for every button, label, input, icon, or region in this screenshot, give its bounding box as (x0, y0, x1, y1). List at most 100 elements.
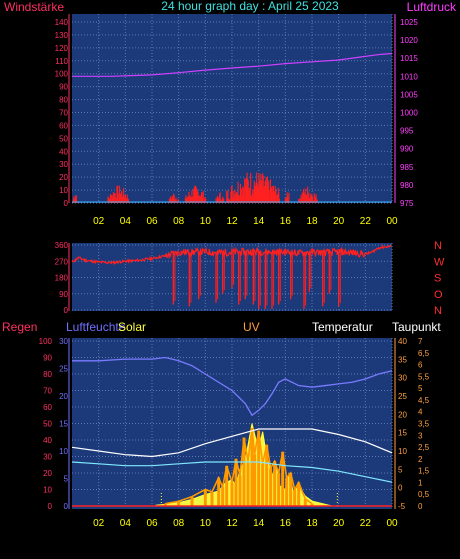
tick-pressure: 980 (400, 181, 414, 190)
tick-time: 18 (306, 216, 318, 227)
tick-time: 22 (360, 216, 372, 227)
tick-uv: 7 (418, 337, 423, 346)
tick-uv: 3 (418, 431, 423, 440)
tick-wind: 20 (59, 173, 68, 182)
tick-temp: 15 (398, 429, 407, 438)
uv-bar (265, 444, 269, 506)
dewpoint-line (71, 461, 393, 483)
uv-bar (277, 473, 281, 506)
tick-temp: 5 (398, 465, 403, 474)
tick-uv: 6 (418, 361, 423, 370)
tick-temp: 35 (398, 355, 407, 364)
uv-bar (257, 430, 261, 506)
tick-uv: 0,5 (418, 490, 430, 499)
tick-humidity: 15 (59, 420, 68, 429)
tick-time: 02 (93, 518, 105, 529)
direction-line (71, 244, 392, 266)
uv-bar (225, 465, 229, 506)
tick-wind: 0 (64, 199, 69, 208)
tick-time: 14 (253, 518, 265, 529)
tick-uv: 4 (418, 408, 423, 417)
page-title: 24 hour graph day : April 25 2023 (161, 0, 339, 13)
tick-rain: 30 (43, 453, 52, 462)
uv-bar (177, 501, 181, 506)
tick-direction: 0 (64, 306, 69, 315)
tick-rain: 50 (43, 420, 52, 429)
tick-humidity: 30 (59, 337, 68, 346)
tick-wind: 10 (59, 186, 68, 195)
uv-bar (163, 503, 167, 506)
uv-bar (234, 458, 238, 506)
tick-direction: 90 (59, 290, 68, 299)
tick-time: 12 (226, 216, 238, 227)
tick-time: 16 (280, 216, 292, 227)
uv-bar (217, 477, 221, 506)
tick-wind: 70 (59, 109, 68, 118)
uv-bar (273, 461, 277, 506)
tick-pressure: 990 (400, 145, 414, 154)
tick-uv: 3,5 (418, 420, 430, 429)
tick-humidity: 5 (64, 475, 69, 484)
tick-pressure: 1020 (400, 36, 418, 45)
uv-bar (261, 463, 265, 506)
tick-uv: 1,5 (418, 467, 430, 476)
humidity-line (72, 356, 393, 417)
uv-bar (221, 487, 225, 506)
tick-compass: W (434, 256, 445, 268)
tick-pressure: 995 (400, 127, 414, 136)
tick-pressure: 1015 (400, 54, 418, 63)
tick-wind: 100 (55, 70, 69, 79)
tick-temp: -5 (398, 502, 406, 511)
uv-bar (310, 503, 314, 506)
tick-temp: 10 (398, 447, 407, 456)
tick-wind: 50 (59, 134, 68, 143)
tick-humidity: 20 (59, 392, 68, 401)
tick-pressure: 1010 (400, 72, 418, 81)
tick-time: 12 (226, 518, 238, 529)
uv-bar (253, 454, 257, 506)
tick-wind: 130 (55, 31, 69, 40)
pressure-line (72, 52, 393, 77)
tick-time: 10 (200, 216, 212, 227)
uv-bar (281, 451, 285, 506)
uv-bar (285, 477, 289, 506)
uv-bar (246, 461, 250, 506)
tick-time: 18 (306, 518, 318, 529)
tick-time: 06 (146, 518, 158, 529)
tick-direction: 270 (55, 257, 69, 266)
label-luftdruck: Luftdruck (407, 0, 457, 14)
tick-rain: 0 (48, 502, 53, 511)
tick-uv: 4,5 (418, 396, 430, 405)
label-uv: UV (243, 320, 260, 334)
tick-wind: 90 (59, 83, 68, 92)
tick-time: 20 (333, 216, 345, 227)
tick-wind: 110 (55, 57, 68, 66)
tick-time: 16 (280, 518, 292, 529)
tick-time: 00 (386, 518, 398, 529)
uv-bar (230, 482, 234, 506)
tick-humidity: 10 (59, 447, 68, 456)
panel-wind-pressure (72, 14, 392, 203)
tick-pressure: 1005 (400, 90, 418, 99)
tick-wind: 120 (55, 44, 69, 53)
tick-wind: 40 (59, 147, 68, 156)
tick-temp: 0 (398, 484, 403, 493)
tick-humidity: 0 (64, 502, 69, 511)
tick-rain: 80 (43, 370, 52, 379)
uv-line (165, 428, 313, 505)
uv-bar (297, 482, 301, 506)
tick-humidity: 25 (59, 365, 68, 374)
tick-temp: 20 (398, 410, 407, 419)
tick-uv: 2 (418, 455, 423, 464)
tick-uv: 1 (418, 478, 423, 487)
uv-bar (293, 489, 297, 506)
uv-bar (303, 498, 307, 506)
label-luftfeuchte: Luftfeuchte (66, 320, 126, 334)
tick-time: 02 (93, 216, 105, 227)
tick-uv: 5 (418, 384, 423, 393)
tick-compass: N (434, 305, 442, 317)
tick-temp: 30 (398, 374, 407, 383)
tick-temp: 25 (398, 392, 407, 401)
tick-wind: 30 (59, 160, 68, 169)
